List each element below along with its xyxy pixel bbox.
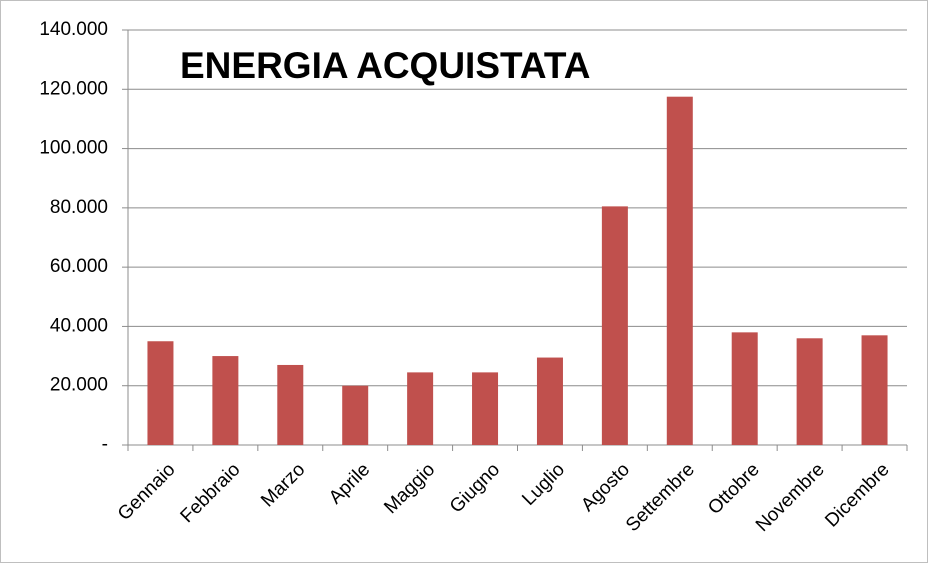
bar <box>212 356 239 445</box>
bar <box>861 335 888 445</box>
bar <box>342 385 369 445</box>
bar <box>277 364 304 445</box>
bar <box>666 96 693 446</box>
y-tick-label: 80.000 <box>50 197 108 218</box>
bar <box>601 206 628 445</box>
chart-title: ENERGIA ACQUISTATA <box>180 45 590 86</box>
bar <box>407 372 434 445</box>
bar <box>472 372 499 445</box>
y-tick-label: 100.000 <box>39 138 108 159</box>
y-tick-label: 40.000 <box>50 315 108 336</box>
y-tick-label: 60.000 <box>50 256 108 277</box>
y-tick-label: 20.000 <box>50 375 108 396</box>
y-tick-label: 120.000 <box>39 78 108 99</box>
y-tick-label: - <box>102 434 108 455</box>
bar <box>796 338 823 445</box>
bar <box>147 341 174 445</box>
y-tick-label: 140.000 <box>39 19 108 40</box>
bar <box>731 332 758 445</box>
bar <box>536 357 563 445</box>
